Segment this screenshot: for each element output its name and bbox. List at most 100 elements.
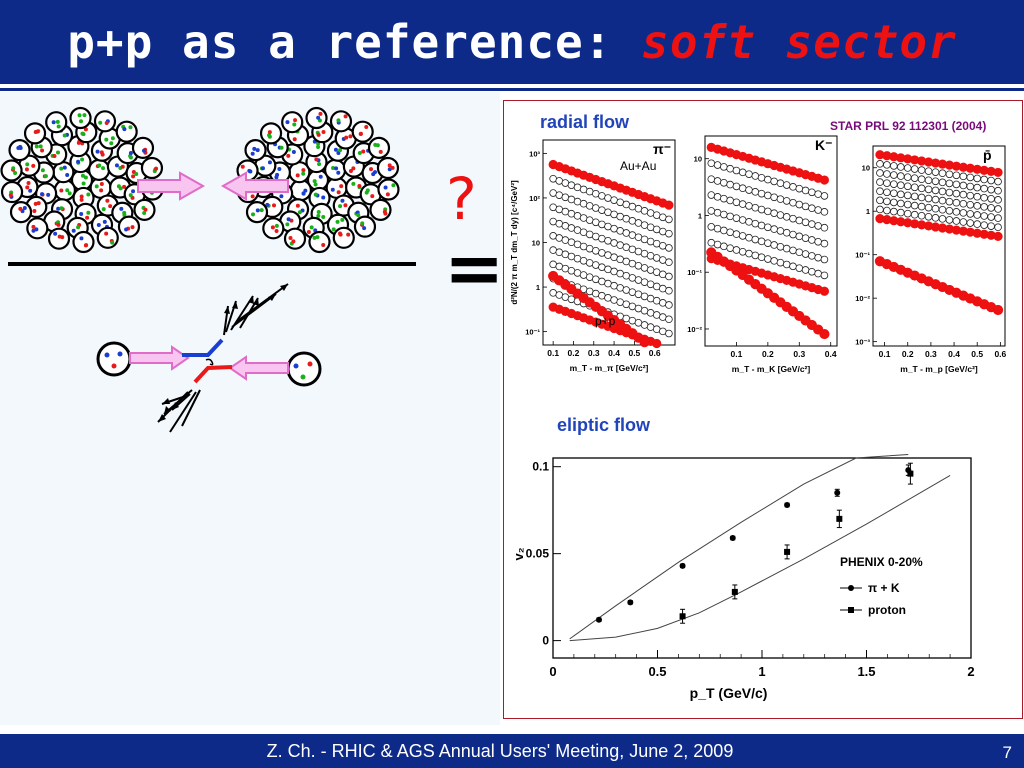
quark-dot [79, 197, 84, 202]
auau-point-open [910, 192, 919, 201]
quark-dot [65, 172, 70, 177]
auau-point-open [924, 212, 933, 221]
quark-dot [59, 188, 64, 193]
source-citation: STAR PRL 92 112301 (2004) [830, 119, 987, 133]
quark-dot [38, 144, 43, 149]
auau-point-filled [664, 200, 674, 210]
auau-point-open [776, 242, 785, 251]
auau-point-open [665, 301, 673, 309]
quark-dot [83, 127, 88, 132]
nucleon [69, 106, 92, 130]
quark-dot [79, 236, 84, 241]
quark-dot [270, 225, 275, 230]
auau-point-open [980, 212, 988, 220]
quark-dot [131, 189, 136, 194]
auau-point-open [945, 206, 954, 215]
quark-dot [84, 243, 89, 248]
left-nucleus [0, 106, 164, 254]
auau-point-open [770, 225, 778, 233]
auau-point-open [665, 258, 673, 266]
auau-point-open [764, 255, 772, 263]
quark-dot [79, 211, 84, 216]
auau-point-open [808, 188, 816, 197]
x-tick-label: 0.4 [608, 348, 620, 358]
auau-point-open [814, 253, 822, 262]
quark-dot [267, 130, 272, 135]
auau-point-open [952, 180, 961, 189]
x-tick-label: 0.4 [825, 349, 837, 359]
auau-point-open [738, 232, 747, 240]
quark-dot [364, 124, 369, 129]
quark-dot [255, 148, 260, 153]
quark-dot [86, 192, 91, 197]
quark-dot [285, 120, 290, 125]
quark-dot [59, 206, 64, 211]
auau-point-open [917, 175, 926, 184]
quark-dot [60, 235, 65, 240]
radial-flow-label: radial flow [540, 112, 630, 132]
quark-dot [18, 206, 23, 211]
collision-arrows [137, 171, 289, 201]
auau-point-open [795, 232, 804, 241]
quark-dot [348, 134, 353, 139]
quark-dot [297, 210, 302, 215]
y-tick-label: 10⁻¹ [525, 328, 540, 337]
equals-sign: = [444, 226, 505, 310]
quark-dot [285, 222, 290, 227]
nucleon [115, 120, 138, 143]
quark-dot [8, 193, 13, 198]
quark-dot [67, 191, 72, 196]
pp-point [819, 328, 830, 340]
auau-point-open [938, 178, 947, 187]
quark-dot [295, 173, 300, 178]
auau-point-open [707, 175, 716, 183]
auau-point-open [973, 220, 982, 228]
auau-point-open [959, 181, 968, 190]
auau-point-open [713, 224, 722, 233]
quark-dot [340, 217, 345, 222]
quark-dot [105, 198, 110, 203]
quark-dot [306, 229, 311, 234]
title-red-part: soft sector [641, 15, 957, 69]
quark-dot [83, 175, 88, 180]
x-tick-label: 0.5 [971, 349, 983, 359]
auau-point-open [720, 194, 728, 203]
legend-label: proton [868, 603, 906, 617]
nucleus-collision-illustration [0, 106, 416, 433]
quark-dot [321, 195, 326, 200]
x-tick-label: 0.3 [588, 348, 600, 358]
quark-dot [102, 219, 107, 224]
auau-point-open [820, 192, 829, 200]
quark-dot [318, 174, 323, 179]
quark-dot [13, 171, 18, 176]
auau-point-open [987, 213, 995, 221]
auau-point-open [903, 209, 912, 218]
auau-point-filled [993, 167, 1003, 178]
auau-point-open [745, 170, 753, 178]
quark-dot [95, 149, 100, 154]
auau-point-open [745, 186, 753, 194]
auau-point-open [910, 210, 919, 219]
quark-dot [104, 231, 109, 236]
auau-point-open [713, 240, 722, 249]
x-tick-label: 0.1 [879, 349, 891, 359]
v2-point-pik [595, 616, 602, 623]
quark-dot [318, 111, 323, 116]
auau-point-open [713, 193, 722, 201]
quark-dot [80, 173, 85, 178]
auau-point-open [938, 196, 947, 205]
auau-point-open [938, 187, 947, 196]
spectrum-frame [872, 145, 1006, 347]
quark-dot [316, 210, 321, 215]
nucleon [93, 110, 117, 133]
quark-dot [251, 212, 256, 217]
auau-point-open [776, 195, 785, 203]
quark-dot [18, 144, 23, 149]
auau-point-open [966, 210, 975, 218]
auau-point-open [938, 205, 947, 214]
quark-dot [336, 151, 341, 156]
y-tick-label: 10³ [529, 149, 540, 158]
quark-dot [340, 198, 345, 203]
auau-point-open [966, 173, 975, 182]
auau-point-open [917, 211, 926, 220]
